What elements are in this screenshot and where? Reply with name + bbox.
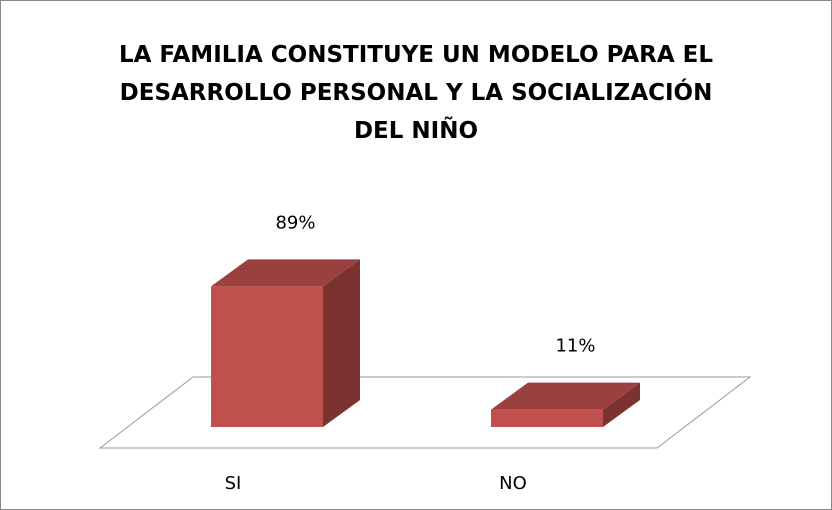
floor — [98, 376, 752, 449]
bar-side — [603, 382, 640, 427]
bar — [491, 409, 603, 427]
bar-side — [323, 259, 360, 427]
x-tick-label: NO — [499, 473, 527, 494]
data-label: 89% — [275, 212, 315, 233]
bar-top — [491, 382, 640, 410]
data-label: 11% — [555, 336, 595, 357]
x-tick-label: SI — [225, 473, 242, 494]
bar — [211, 286, 323, 427]
chart-title: LA FAMILIA CONSTITUYE UN MODELO PARA EL … — [118, 42, 714, 144]
bar-top — [211, 259, 360, 287]
